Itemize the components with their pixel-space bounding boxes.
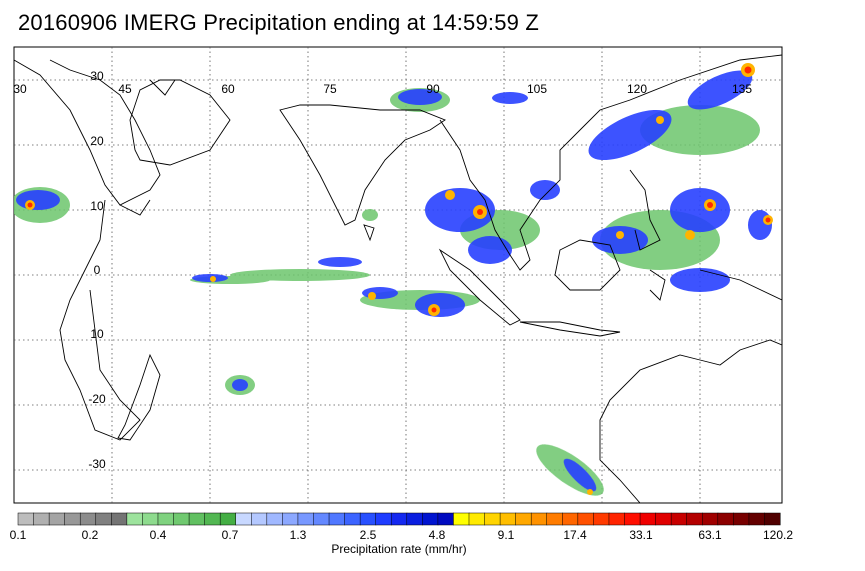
- colorbar-swatch: [639, 512, 657, 526]
- colorbar-swatch: [359, 512, 377, 526]
- colorbar-label: 2.5: [359, 528, 377, 542]
- colorbar-swatch: [546, 512, 563, 526]
- lon-label: 105: [527, 82, 547, 96]
- colorbar-swatch: [313, 512, 330, 526]
- colorbar-swatch: [437, 512, 454, 526]
- colorbar-swatch: [204, 512, 221, 526]
- lon-label: 45: [118, 82, 132, 96]
- lon-label: 135: [732, 82, 752, 96]
- colorbar-swatch: [142, 512, 159, 526]
- colorbar-label: 9.1: [497, 528, 515, 542]
- colorbar-swatch: [733, 512, 750, 526]
- lon-label: 90: [426, 82, 440, 96]
- coastlines: [14, 54, 782, 503]
- lon-label: 60: [221, 82, 235, 96]
- lon-label: 30: [13, 82, 27, 96]
- lat-label: 10: [90, 199, 104, 213]
- colorbar-swatch: [344, 512, 361, 526]
- colorbar-swatch: [468, 512, 486, 526]
- colorbar-swatch: [251, 512, 268, 526]
- colorbar-swatch: [126, 512, 143, 526]
- lat-label: -20: [88, 392, 106, 406]
- colorbar-swatch: [686, 512, 703, 526]
- colorbar-swatch: [577, 512, 594, 526]
- lat-label: -30: [88, 457, 106, 471]
- precip-heavy: [25, 63, 773, 495]
- precip-moderate: [16, 70, 772, 492]
- map-title: 20160906 IMERG Precipitation ending at 1…: [18, 10, 540, 35]
- colorbar-swatch: [375, 512, 392, 526]
- lon-label: 75: [323, 82, 337, 96]
- colorbar-label: 33.1: [629, 528, 653, 542]
- colorbar-swatch: [764, 512, 781, 526]
- colorbar-swatch: [95, 512, 112, 526]
- colorbar-swatch: [266, 512, 283, 526]
- colorbar-label: 4.8: [428, 528, 446, 542]
- colorbar-label: 1.3: [289, 528, 307, 542]
- colorbar-label: 120.2: [762, 528, 794, 542]
- colorbar-swatch: [453, 512, 470, 526]
- colorbar-label: 17.4: [563, 528, 587, 542]
- colorbar-label: 0.2: [81, 528, 99, 542]
- colorbar-swatch: [282, 512, 299, 526]
- colorbar-swatch: [219, 512, 237, 526]
- colorbar-swatch: [48, 512, 66, 526]
- colorbar-swatch: [79, 512, 97, 526]
- colorbar-swatch: [499, 512, 517, 526]
- longitude-labels: 30 45 60 75 90 105 120 135: [13, 82, 752, 96]
- colorbar-swatch: [484, 512, 501, 526]
- colorbar-swatch: [406, 512, 423, 526]
- colorbar-swatch: [17, 512, 35, 526]
- colorbar-swatch: [670, 512, 688, 526]
- colorbar-label: 0.1: [9, 528, 27, 542]
- colorbar-swatch: [655, 512, 672, 526]
- colorbar-swatch: [33, 512, 50, 526]
- colorbar-swatch: [717, 512, 734, 526]
- colorbar-swatch: [64, 512, 81, 526]
- colorbar-swatch: [422, 512, 439, 526]
- colorbar-label: 0.4: [149, 528, 167, 542]
- colorbar-swatch: [515, 512, 532, 526]
- colorbar-swatch: [188, 512, 206, 526]
- colorbar-swatch: [530, 512, 548, 526]
- colorbar-swatch: [390, 512, 408, 526]
- latitude-labels: 30 20 10 0 10 -20 -30: [88, 69, 106, 471]
- colorbar-swatch: [701, 512, 719, 526]
- colorbar-swatch: [562, 512, 579, 526]
- colorbar-swatch: [111, 512, 128, 526]
- colorbar-title: Precipitation rate (mm/hr): [331, 542, 467, 556]
- colorbar-label: 63.1: [698, 528, 722, 542]
- lat-label: 20: [90, 134, 104, 148]
- colorbar-swatch: [157, 512, 175, 526]
- colorbar-swatch: [608, 512, 626, 526]
- colorbar-swatch: [624, 512, 641, 526]
- colorbar-swatch: [593, 512, 610, 526]
- colorbar-swatch: [328, 512, 346, 526]
- lat-label: 10: [90, 327, 104, 341]
- lat-label: 0: [94, 263, 101, 277]
- colorbar-swatch: [235, 512, 252, 526]
- lat-label: 30: [90, 69, 104, 83]
- colorbar-label: 0.7: [221, 528, 239, 542]
- colorbar-swatch: [297, 512, 315, 526]
- colorbar-swatch: [748, 512, 766, 526]
- colorbar: [17, 512, 781, 526]
- lon-label: 120: [627, 82, 647, 96]
- colorbar-swatch: [173, 512, 190, 526]
